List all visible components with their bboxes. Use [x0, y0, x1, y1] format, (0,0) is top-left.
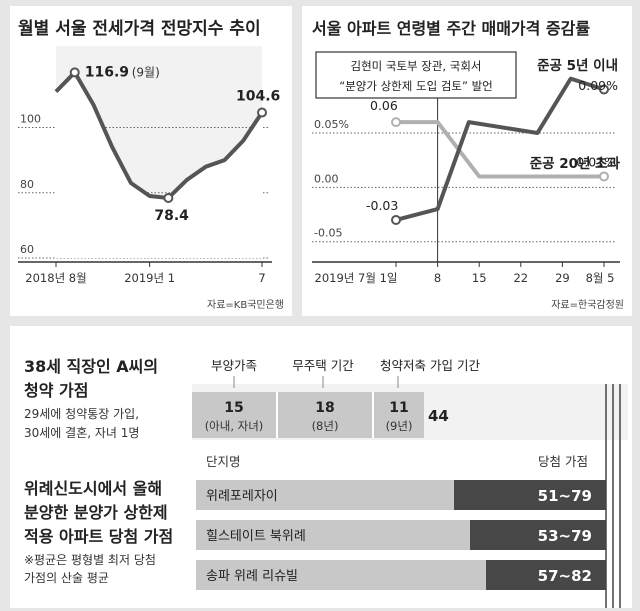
score-box-savings	[374, 392, 424, 438]
age-price-change-panel: 서울 아파트 연령별 주간 매매가격 증감률 0.05% 0.00 -0.05 김현…	[302, 6, 632, 316]
subscription-score-infographic: 38세 직장인 A씨의 청약 가점 29세에 청약통장 가입, 30세에 결혼,…	[24, 357, 628, 608]
chart1-source: 자료=KB국민은행	[207, 299, 284, 311]
table-header-score: 당첨 가점	[538, 454, 588, 469]
chart2-x-tick-label: 8월 5	[586, 271, 615, 285]
chart2-x-tick-label: 8	[434, 271, 441, 285]
chart2-annotation-box	[315, 51, 517, 99]
row-score-range: 53~79	[538, 527, 592, 545]
category-label-dependents: 부양가족	[211, 358, 257, 373]
chart2-annotation-line-1: 김현미 국토부 장관, 국회서	[350, 59, 481, 73]
chart2-y-tick-label: 0.05%	[314, 118, 349, 131]
chart2-point	[391, 214, 401, 225]
row-name: 힐스테이트 북위례	[206, 529, 306, 544]
chart2-title: 서울 아파트 연령별 주간 매매가격 증감률	[312, 19, 590, 38]
profile-desc-line-1: 29세에 청약통장 가입,	[24, 406, 139, 421]
chart1-value-label: 104.6	[236, 89, 280, 105]
chart1-series-line	[54, 70, 264, 200]
chart1-area	[56, 72, 262, 259]
chart2-y-tick-label: -0.05	[314, 227, 342, 240]
profile-title-line-1: 38세 직장인 A씨의	[24, 357, 158, 376]
subscription-score-panel: 38세 직장인 A씨의 청약 가점 29세에 청약통장 가입, 30세에 결혼,…	[10, 326, 632, 608]
chart1-y-tick-label: 60	[20, 243, 34, 256]
chart2-annotation-line-2: “분양가 상한제 도입 검토” 발언	[339, 79, 493, 93]
chart2-x-tick-label: 15	[472, 271, 487, 285]
chart1-x-tick-label: 2018년 8월	[25, 271, 86, 285]
row-name: 송파 위례 리슈빌	[206, 569, 298, 584]
total-score: 44	[428, 407, 449, 425]
chart2-point	[391, 117, 401, 128]
row-name: 위례포레자이	[206, 489, 278, 504]
chart2-start-label: 0.06	[370, 98, 398, 113]
chart2-start-label: -0.03	[366, 198, 398, 213]
chart2-point	[599, 171, 609, 182]
chart1-value-suffix: (9월)	[132, 65, 160, 79]
chart1-point	[69, 67, 80, 78]
chart1-y-tick-label: 100	[20, 113, 41, 126]
category-label-savings: 청약저축 가입 기간	[380, 358, 480, 373]
detail-savings: (9년)	[386, 419, 413, 433]
chart2-x-tick-label: 2019년 7월 1일	[315, 271, 398, 285]
chart2-end-label: 0.01%	[576, 154, 616, 169]
chart2-series-line-0	[395, 76, 605, 222]
jeonse-forecast-chart: 월별 서울 전세가격 전망지수 추이 60 80 100 2018년 8월 2019년…	[18, 19, 284, 311]
chart2-series-line-1	[396, 120, 604, 179]
score-range-bar	[454, 480, 606, 510]
chart1-value-label: 116.9	[85, 64, 129, 80]
row-score-range: 57~82	[538, 567, 592, 585]
profile-title-line-2: 청약 가점	[24, 381, 88, 400]
chart2-y-tick-label: 0.00	[314, 172, 339, 185]
chart1-y-tick-label: 80	[20, 178, 34, 191]
chart2-point	[599, 84, 609, 95]
chart1-value-label: 78.4	[154, 208, 189, 224]
chart1-point	[163, 192, 174, 203]
score-range-bar	[486, 560, 606, 590]
chart2-series-name: 준공 20년 초과	[530, 156, 621, 172]
table-title-line-3: 적용 아파트 당첨 가점	[24, 527, 173, 546]
chart1-x-tick-label: 7	[258, 271, 265, 285]
score-dependents: 15	[224, 400, 243, 416]
row-score-range: 51~79	[538, 487, 592, 505]
chart2-x-tick-label: 22	[513, 271, 528, 285]
score-homeless: 18	[315, 400, 334, 416]
chart1-point	[257, 107, 267, 118]
category-label-homeless: 무주택 기간	[292, 358, 354, 373]
profile-desc-line-2: 30세에 결혼, 자녀 1명	[24, 426, 139, 440]
score-range-bar	[470, 520, 606, 550]
score-box-dependents	[192, 392, 276, 438]
jeonse-forecast-panel: 월별 서울 전세가격 전망지수 추이 60 80 100 2018년 8월 2019년…	[10, 6, 292, 316]
chart1-x-tick-label: 2019년 1	[124, 271, 175, 285]
note-line-2: 가점의 산술 평균	[24, 571, 109, 585]
score-box-homeless	[278, 392, 372, 438]
chart2-x-tick-label: 29	[555, 271, 570, 285]
table-header-name: 단지명	[206, 454, 241, 469]
chart1-title: 월별 서울 전세가격 전망지수 추이	[18, 19, 261, 39]
chart2-source: 자료=한국감정원	[551, 299, 624, 311]
chart2-end-label: 0.09%	[578, 78, 618, 93]
note-line-1: ※평균은 평형별 최저 당첨	[24, 553, 156, 567]
detail-homeless: (8년)	[312, 419, 339, 433]
age-price-change-chart: 서울 아파트 연령별 주간 매매가격 증감률 0.05% 0.00 -0.05 김현…	[312, 19, 624, 311]
table-title-line-1: 위례신도시에서 올해	[24, 479, 162, 498]
chart2-series-name: 준공 5년 이내	[537, 57, 618, 74]
table-title-line-2: 분양한 분양가 상한제	[24, 503, 168, 522]
detail-dependents: (아내, 자녀)	[205, 419, 264, 433]
score-savings: 11	[389, 400, 408, 416]
